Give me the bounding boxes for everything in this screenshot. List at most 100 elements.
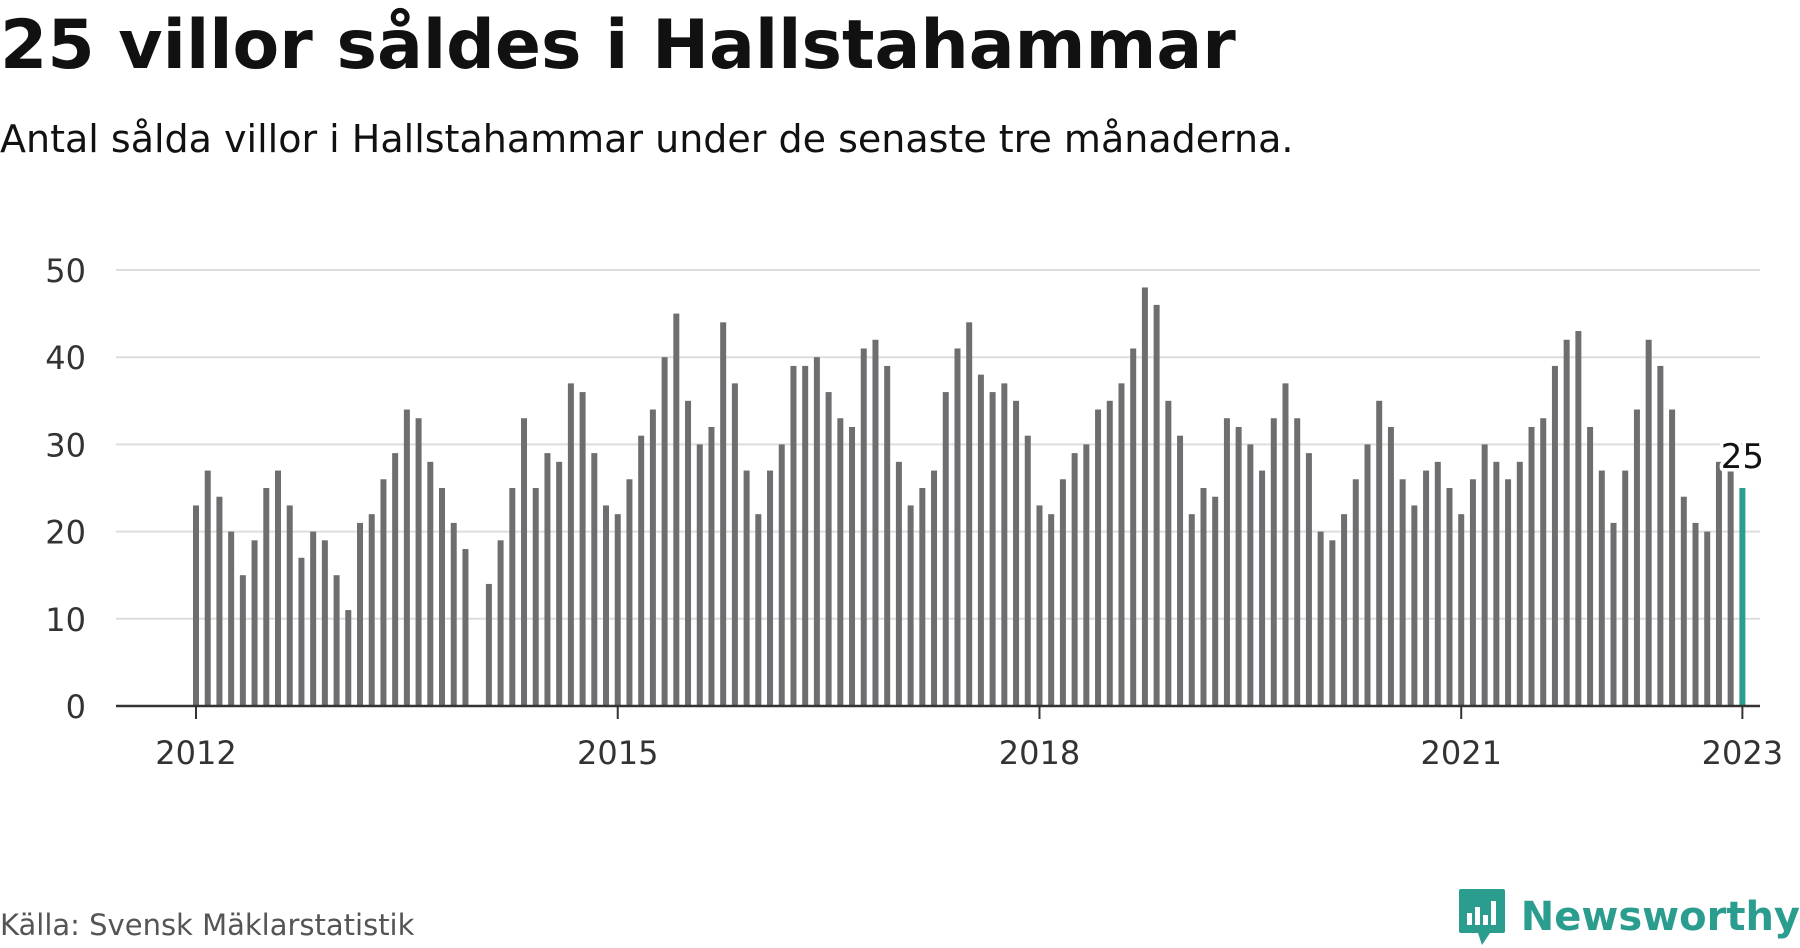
y-axis-tick-labels: 0 10 20 30 40 50 xyxy=(45,252,86,726)
bar xyxy=(1563,339,1570,706)
bar xyxy=(204,470,211,706)
bar xyxy=(614,514,621,706)
bar xyxy=(427,461,434,706)
bar xyxy=(368,514,375,706)
bar xyxy=(825,392,832,706)
bar xyxy=(321,540,328,706)
bar xyxy=(989,392,996,706)
bar xyxy=(1177,435,1184,706)
bar xyxy=(1657,365,1664,706)
bar xyxy=(696,444,703,706)
bar xyxy=(1411,505,1418,706)
bar xyxy=(1223,418,1230,706)
bar xyxy=(1469,479,1476,706)
bar xyxy=(1235,426,1242,706)
bar xyxy=(1130,348,1137,706)
bar xyxy=(603,505,610,706)
bar xyxy=(755,514,762,706)
brand-logo: Newsworthy xyxy=(1457,886,1800,948)
y-tick-label: 20 xyxy=(45,514,86,552)
bar xyxy=(1446,488,1453,706)
bar xyxy=(1528,426,1535,706)
bar xyxy=(591,453,598,706)
bar xyxy=(778,444,785,706)
bar xyxy=(837,418,844,706)
bar xyxy=(1376,400,1383,706)
x-tick-label: 2021 xyxy=(1421,734,1502,772)
bar xyxy=(497,540,504,706)
bar xyxy=(942,392,949,706)
bar xyxy=(1165,400,1172,706)
newsworthy-logo-icon xyxy=(1458,889,1505,945)
bar xyxy=(1715,461,1722,706)
bar xyxy=(638,435,645,706)
bar xyxy=(1481,444,1488,706)
bar xyxy=(345,610,352,706)
bar xyxy=(1247,444,1254,706)
bar xyxy=(1259,470,1266,706)
bar xyxy=(521,418,528,706)
bar xyxy=(1505,479,1512,706)
x-tick-label: 2023 xyxy=(1702,734,1783,772)
page-title: 25 villor såldes i Hallstahammar xyxy=(0,6,1236,85)
y-tick-label: 50 xyxy=(45,252,86,290)
bar xyxy=(849,426,856,706)
bar xyxy=(1551,365,1558,706)
bar xyxy=(439,488,446,706)
x-tick-label: 2018 xyxy=(999,734,1080,772)
bar xyxy=(1294,418,1301,706)
bar xyxy=(263,488,270,706)
highlight-value-label: 25 xyxy=(1721,437,1764,477)
bar xyxy=(1493,461,1500,706)
bar xyxy=(485,583,492,706)
bar xyxy=(1024,435,1031,706)
bar xyxy=(661,357,668,706)
bar xyxy=(298,557,305,706)
bar xyxy=(1434,461,1441,706)
bar xyxy=(239,575,246,706)
bar xyxy=(579,392,586,706)
brand-name: Newsworthy xyxy=(1520,894,1800,940)
bar xyxy=(1341,514,1348,706)
y-tick-label: 0 xyxy=(66,688,86,726)
bar xyxy=(1645,339,1652,706)
bar xyxy=(931,470,938,706)
bar xyxy=(1669,409,1676,706)
bar-highlight xyxy=(1739,488,1746,706)
bar xyxy=(1516,461,1523,706)
bar xyxy=(1270,418,1277,706)
bar xyxy=(380,479,387,706)
bar xyxy=(1329,540,1336,706)
bar xyxy=(1048,514,1055,706)
bar xyxy=(767,470,774,706)
bar xyxy=(1013,400,1020,706)
bar xyxy=(1633,409,1640,706)
source-note: Källa: Svensk Mäklarstatistik xyxy=(0,908,415,942)
bar xyxy=(216,496,223,706)
bar xyxy=(228,531,235,706)
y-tick-label: 10 xyxy=(45,601,86,639)
bar xyxy=(1692,522,1699,706)
bar xyxy=(1001,383,1008,706)
bar xyxy=(919,488,926,706)
bar xyxy=(1704,531,1711,706)
bar xyxy=(685,400,692,706)
bar xyxy=(813,357,820,706)
bar xyxy=(251,540,258,706)
bar xyxy=(872,339,879,706)
bar xyxy=(1036,505,1043,706)
bar xyxy=(310,531,317,706)
bar xyxy=(1317,531,1324,706)
bar xyxy=(403,409,410,706)
bar xyxy=(884,365,891,706)
bar xyxy=(462,549,469,706)
bar xyxy=(731,383,738,706)
bar xyxy=(649,409,656,706)
y-tick-label: 30 xyxy=(45,426,86,464)
bar-chart: 0 10 20 30 40 50 2012 2015 2018 2021 2023 25 xyxy=(45,252,1783,772)
bar xyxy=(509,488,516,706)
bar xyxy=(860,348,867,706)
bar xyxy=(1352,479,1359,706)
bar xyxy=(1610,522,1617,706)
bar xyxy=(1575,331,1582,706)
